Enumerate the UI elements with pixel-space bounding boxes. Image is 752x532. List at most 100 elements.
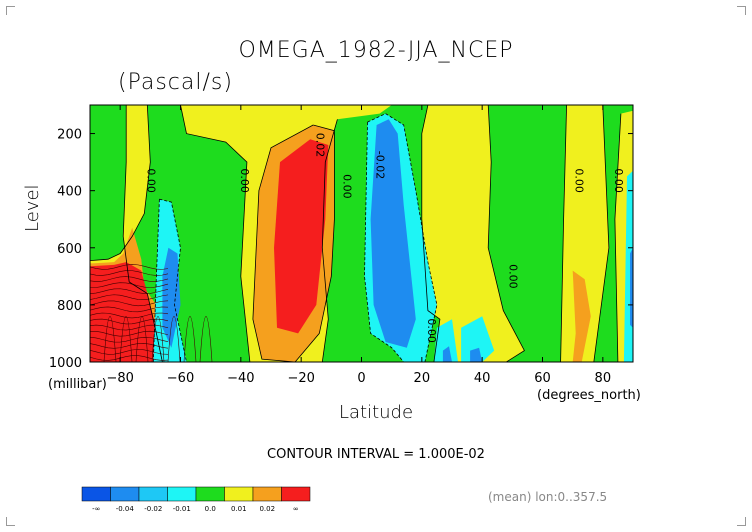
legend-swatch-0 (81, 486, 111, 502)
contour-label-3: 0.00 (340, 174, 353, 199)
contour-region-13 (433, 319, 458, 362)
x-tick-label-2: −40 (227, 371, 254, 386)
contour-label-6: 0.00 (425, 318, 438, 343)
contour-line-5 (487, 105, 525, 362)
legend-label-6: 0.02 (259, 505, 275, 513)
dense-line-7 (90, 306, 169, 313)
x-tick-label-6: 40 (474, 371, 491, 386)
dense-line-6 (90, 300, 169, 307)
contour-region-8 (572, 270, 591, 362)
dense-line-5 (90, 294, 169, 301)
legend-swatch-6 (252, 486, 282, 502)
contour-interval-text: CONTOUR INTERVAL = 1.000E-02 (267, 447, 485, 462)
legend-swatch-2 (138, 486, 168, 502)
y-tick-label-4: 1000 (49, 356, 82, 371)
chart-title: OMEGA_1982-JJA_NCEP (238, 38, 514, 63)
contour-line-1 (90, 105, 151, 261)
contour-region-17 (370, 119, 416, 348)
contour-dashed-line-2 (364, 122, 405, 362)
dense-line-8 (90, 312, 169, 319)
contour-line-7 (593, 105, 610, 362)
dense-line-3 (90, 282, 169, 288)
contour-region-4 (560, 105, 609, 362)
contour-label-0: 0.00 (144, 168, 157, 193)
x-axis-unit: (degrees_north) (537, 388, 641, 403)
contour-region-3 (421, 105, 525, 362)
legend-swatch-1 (110, 486, 140, 502)
x-axis-label: Latitude (338, 402, 414, 423)
contour-label-layer: 0.00 0.00 0.02 0.00 -0.02 0.00 0.00 0.00 0.00 (144, 133, 625, 343)
contour-label-4: -0.02 (374, 151, 387, 179)
contour-region-14 (461, 316, 495, 362)
chart-units: (Pascal/s) (118, 70, 233, 95)
dense-line-15 (90, 355, 169, 361)
contour-line-2 (180, 105, 251, 362)
legend-label-0: -∞ (92, 505, 100, 513)
contour-region-16 (162, 247, 181, 348)
legend-swatch-5 (224, 486, 254, 502)
contour-line-0 (122, 105, 163, 362)
y-tick-label-0: 200 (57, 128, 82, 143)
y-axis-unit: (millibar) (48, 377, 107, 392)
contour-label-2: 0.02 (313, 133, 326, 158)
contour-region-18 (442, 346, 452, 362)
crop-mark-top-left (6, 6, 15, 15)
contour-label-7: 0.00 (573, 168, 586, 193)
color-legend: -∞ -0.04 -0.02 -0.01 0.0 0.01 0.02 ∞ (81, 486, 311, 513)
dense-line-9 (90, 318, 169, 325)
dense-arch-4 (167, 316, 181, 362)
crop-mark-bottom-left (6, 517, 15, 526)
dense-line-4 (90, 288, 169, 294)
contour-line-4 (421, 105, 441, 362)
contour-fill-layer (90, 105, 633, 362)
contour-dashed-line-0 (152, 199, 160, 362)
x-tick-label-5: 20 (414, 371, 431, 386)
contour-label-8: 0.00 (612, 168, 625, 193)
contour-label-5: 0.00 (506, 264, 519, 289)
contour-line-3 (321, 119, 338, 362)
dense-contour-lines (90, 264, 213, 362)
legend-swatch-3 (167, 486, 197, 502)
legend-swatch-7 (281, 486, 311, 502)
dense-arch-2 (135, 316, 149, 362)
contour-line-layer (90, 105, 622, 362)
contour-region-20 (630, 247, 633, 328)
legend-swatch-4 (195, 486, 225, 502)
contour-line-10 (294, 124, 335, 362)
legend-label-5: 0.01 (231, 505, 247, 513)
legend-label-1: -0.04 (116, 505, 135, 513)
contour-label-1: 0.00 (238, 168, 251, 193)
y-tick-label-3: 800 (57, 299, 82, 314)
x-tick-label-7: 60 (534, 371, 551, 386)
crop-mark-top-right (737, 6, 746, 15)
contour-line-9 (252, 124, 314, 362)
crop-mark-bottom-right (737, 517, 746, 526)
x-axis: −80 −60 −40 −20 0 20 40 60 80 (106, 105, 611, 386)
dense-line-14 (90, 349, 169, 355)
y-axis: 200 400 600 800 1000 (49, 128, 633, 371)
x-tick-label-8: 80 (595, 371, 612, 386)
dense-line-0 (90, 264, 169, 270)
dense-line-1 (90, 270, 169, 276)
y-tick-label-1: 400 (57, 185, 82, 200)
y-tick-label-2: 600 (57, 242, 82, 257)
contour-line-8 (614, 113, 622, 362)
mean-info-text: (mean) lon:0..357.5 (488, 490, 608, 504)
contour-dashed-line-1 (159, 198, 187, 362)
dense-arch-3 (151, 316, 165, 362)
x-tick-label-4: 0 (357, 371, 365, 386)
contour-line-6 (560, 105, 567, 362)
dense-arch-6 (199, 316, 213, 362)
legend-label-4: 0.0 (205, 505, 216, 513)
contour-region-9 (90, 262, 166, 362)
legend-label-7: ∞ (293, 505, 299, 513)
dense-arch-0 (103, 316, 117, 362)
y-axis-label: Level (22, 184, 43, 232)
legend-label-3: -0.01 (173, 505, 191, 513)
dense-arch-1 (119, 316, 133, 362)
dense-arch-5 (183, 316, 197, 362)
dense-line-10 (90, 324, 169, 331)
contour-region-10 (274, 139, 329, 334)
x-tick-label-0: −80 (106, 371, 133, 386)
